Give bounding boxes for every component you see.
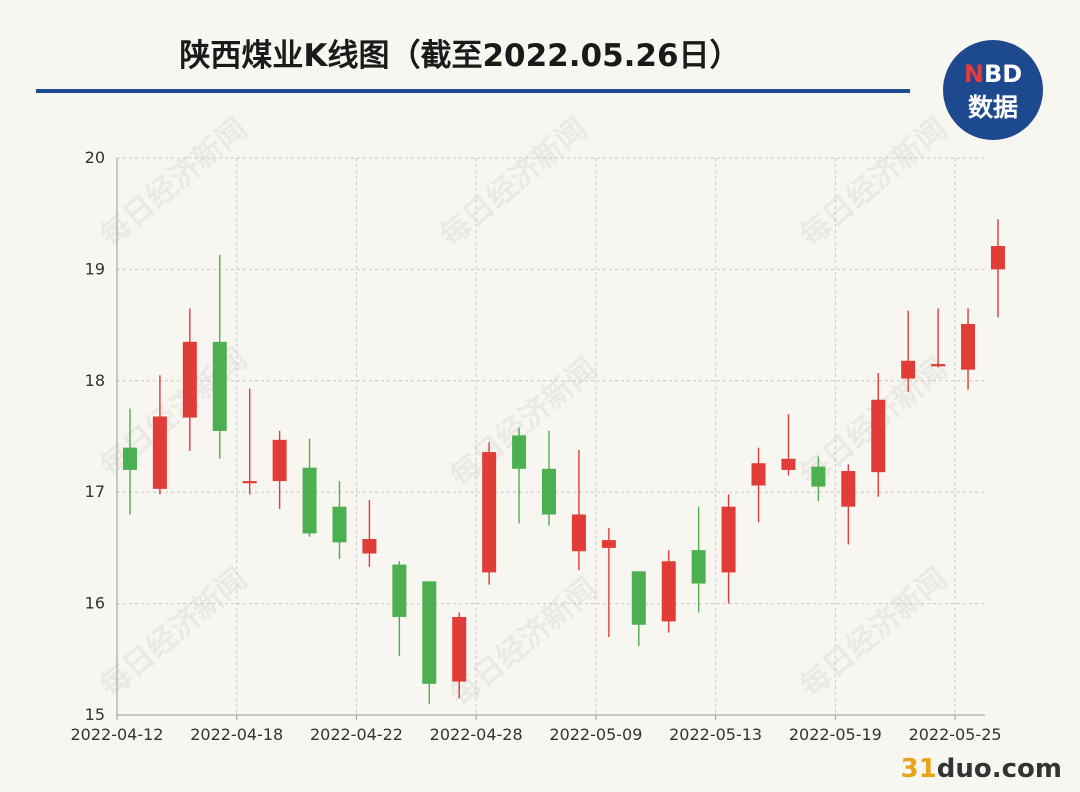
candle-body [931,364,946,367]
candle [152,375,167,495]
candle [512,427,527,524]
title-underline [36,89,910,93]
candle [332,481,347,560]
nbd-data-badge: NBD 数据 [943,40,1043,140]
y-tick-label: 17 [85,482,105,501]
watermark-text: 每日经济新闻 [94,561,254,704]
candle [841,464,856,545]
candle-body [272,439,287,482]
watermark-text: 每日经济新闻 [444,571,604,714]
candle [482,442,497,585]
x-tick-label: 2022-04-12 [71,725,164,744]
site-rest: duo.com [936,754,1062,784]
candle-body [990,246,1005,270]
x-tick-label: 2022-05-13 [669,725,762,744]
candle-body [661,561,676,622]
x-tick-label: 2022-05-25 [909,725,1002,744]
candle-body [901,360,916,379]
candle [781,414,796,476]
candle-body [811,466,826,487]
candle [302,438,317,537]
candle [931,308,946,368]
candle-body [242,481,257,484]
candle-body [182,341,197,418]
candle [571,449,586,571]
candle [961,308,976,390]
candle [422,581,437,704]
candle [601,527,616,638]
candle-body [571,514,586,552]
candles [122,219,1005,704]
candle-body [781,458,796,470]
candle [122,408,137,515]
candle-body [961,323,976,370]
candle-body [452,616,467,682]
watermark-text: 每日经济新闻 [94,111,254,254]
candle-body [691,550,706,584]
chart-title: 陕西煤业K线图（截至2022.05.26日） [179,38,741,74]
candle [871,373,886,497]
badge-line1: NBD [943,60,1043,88]
candle [272,430,287,509]
candle-body [482,452,497,573]
candle [901,310,916,392]
axes [116,158,985,716]
candle-body [422,581,437,684]
candle [990,219,1005,318]
candle-body [871,399,886,473]
badge-bd-letters: BD [983,60,1023,88]
candle [691,506,706,613]
candle-body [212,341,227,431]
x-tick-label: 2022-04-28 [430,725,523,744]
candle [452,612,467,699]
candle-body [751,463,766,486]
watermark-text: 每日经济新闻 [794,561,954,704]
candle [661,550,676,633]
site-watermark: 31duo.com [901,754,1062,784]
candle [212,254,227,459]
candle [721,494,736,604]
y-tick-labels: 15 16 17 18 19 20 [85,148,105,724]
candle [392,561,407,656]
badge-line2: 数据 [967,93,1018,122]
watermark-text: 每日经济新闻 [94,341,254,484]
badge-n-letter: N [963,60,984,88]
watermark-text: 每日经济新闻 [444,351,604,494]
candle [242,388,257,495]
candle-body [512,435,527,469]
x-tick-label: 2022-04-18 [190,725,283,744]
candle [751,447,766,523]
y-tick-label: 19 [85,259,105,278]
watermark-text: 每日经济新闻 [794,111,954,254]
candle-body [601,540,616,548]
x-tick-label: 2022-05-19 [789,725,882,744]
x-tick-labels: 2022-04-12 2022-04-18 2022-04-22 2022-04-28… [71,715,1002,744]
candle-body [332,506,347,543]
y-tick-label: 15 [85,705,105,724]
y-tick-label: 20 [85,148,105,167]
y-tick-label: 18 [85,371,105,390]
candle-body [721,506,736,573]
candle-body [542,468,556,515]
candle-body [302,467,317,534]
candle [362,499,377,567]
candle-body [841,471,856,507]
x-tick-label: 2022-05-09 [549,725,642,744]
candle-body [152,416,167,489]
candle-body [362,538,377,554]
candle [182,308,197,451]
candle-body [122,447,137,470]
candle [631,571,646,646]
x-tick-label: 2022-04-22 [310,725,403,744]
y-tick-label: 16 [85,594,105,613]
site-highlight: 31 [900,754,937,784]
candle-body [392,564,407,617]
watermark-text: 每日经济新闻 [434,111,594,254]
candle [542,430,556,526]
candle [811,456,826,502]
candle-body [631,571,646,625]
